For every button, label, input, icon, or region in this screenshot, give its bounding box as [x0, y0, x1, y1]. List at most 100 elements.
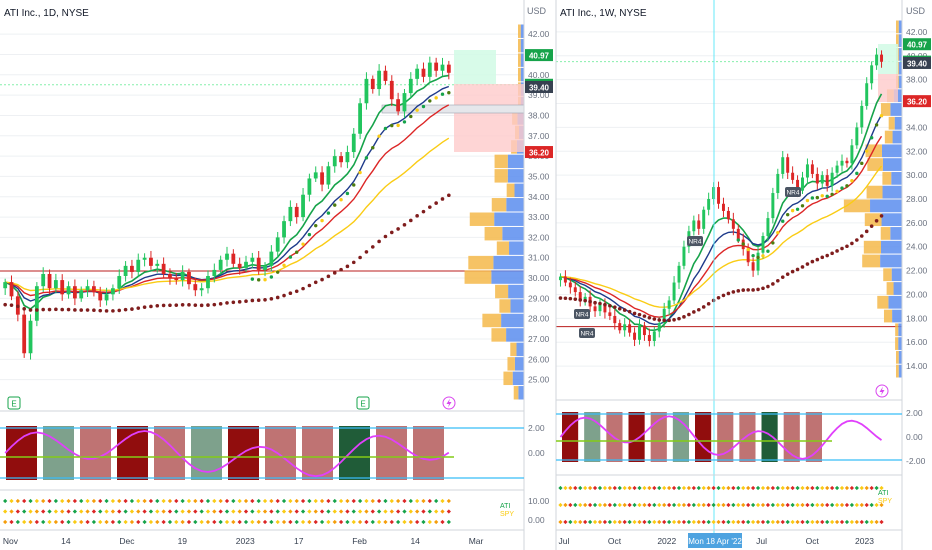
- breadth-marker: [612, 519, 617, 525]
- trailing-stop-dot: [79, 308, 84, 312]
- candle-body: [339, 156, 343, 163]
- breadth-marker: [721, 485, 726, 491]
- breadth-marker: [218, 498, 223, 504]
- trailing-stop-dot: [761, 286, 765, 291]
- moving-average-line: [4, 85, 450, 302]
- breadth-marker: [849, 519, 855, 525]
- breadth-marker: [597, 519, 603, 525]
- breadth-marker: [357, 519, 363, 525]
- trailing-stop-dot: [351, 260, 356, 265]
- breadth-marker: [667, 485, 672, 491]
- candle-body: [692, 220, 696, 232]
- breadth-marker: [262, 519, 268, 525]
- trailing-stop-dot: [627, 309, 632, 314]
- volume-profile-bar: [516, 342, 524, 357]
- trailing-stop-dot: [231, 300, 236, 305]
- oscillator-tick-label: 0.00: [528, 448, 545, 458]
- candle-body: [628, 324, 632, 333]
- candle-body: [662, 308, 666, 324]
- trailing-stop-dot: [751, 288, 755, 292]
- volume-profile-bar: [890, 103, 902, 116]
- oscillator-block: [584, 412, 601, 462]
- breadth-marker: [583, 485, 588, 491]
- oscillator-block: [562, 412, 579, 462]
- trailing-stop-dot: [776, 230, 780, 235]
- trailing-stop-dot: [282, 263, 286, 267]
- breadth-marker: [701, 485, 706, 491]
- trailing-stop-dot: [288, 291, 293, 295]
- trailing-stop-dot: [314, 223, 318, 228]
- breadth-marker: [800, 485, 805, 491]
- breadth-marker: [775, 502, 780, 508]
- volume-profile-bar: [891, 268, 902, 282]
- lightning-icon[interactable]: [875, 384, 889, 398]
- left-earnings-icon[interactable]: E: [356, 396, 370, 410]
- time-tick-label: 2023: [855, 536, 874, 546]
- price-tick-label: 37.00: [528, 131, 550, 141]
- breadth-marker: [351, 498, 356, 504]
- breadth-marker: [583, 519, 588, 525]
- trailing-stop-dot: [810, 259, 815, 264]
- time-tick-label: 2023: [236, 536, 255, 546]
- time-tick-label: Mar: [469, 536, 484, 546]
- breadth-marker: [199, 498, 204, 504]
- candle-body: [563, 276, 567, 283]
- trailing-stop-dot: [180, 302, 185, 307]
- candle-body: [746, 249, 750, 263]
- breadth-marker: [696, 502, 701, 508]
- trailing-stop-dot: [352, 183, 356, 187]
- volume-profile-bar: [862, 254, 881, 268]
- volume-profile-bar: [867, 158, 883, 171]
- lightning-icon[interactable]: [442, 396, 456, 410]
- breadth-marker: [622, 502, 627, 508]
- breadth-marker: [637, 485, 642, 491]
- breadth-marker: [854, 519, 859, 525]
- breadth-marker: [879, 519, 884, 525]
- trailing-stop-dot: [632, 311, 637, 316]
- breadth-marker: [701, 519, 706, 525]
- breadth-marker: [592, 519, 598, 525]
- left-earnings-icon[interactable]: E: [7, 396, 21, 410]
- breadth-marker: [434, 509, 439, 514]
- breadth-marker: [332, 509, 337, 514]
- volume-profile-bar: [898, 323, 902, 337]
- oscillator-line: [559, 415, 883, 460]
- breadth-marker: [446, 509, 451, 514]
- right-zones: [878, 44, 898, 102]
- price-tick-label: 31.00: [528, 253, 550, 263]
- svg-text:E: E: [11, 400, 16, 409]
- price-tag-label: 39.40: [907, 59, 928, 68]
- trailing-stop-dot: [825, 194, 829, 198]
- breadth-marker: [224, 509, 230, 514]
- trailing-stop-dot: [810, 196, 815, 200]
- candle-body: [9, 282, 14, 297]
- breadth-marker: [602, 519, 608, 525]
- breadth-marker: [370, 509, 375, 514]
- breadth-marker: [434, 519, 439, 525]
- price-tick-label: 24.00: [906, 242, 928, 252]
- trailing-stop-dot: [741, 242, 745, 246]
- trailing-stop-dot: [563, 296, 568, 301]
- trailing-stop-dot: [282, 293, 286, 298]
- candle-body: [736, 228, 740, 240]
- breadth-marker: [357, 509, 363, 514]
- breadth-marker: [874, 502, 879, 508]
- breadth-marker: [810, 519, 815, 525]
- breadth-marker: [815, 519, 820, 525]
- trailing-stop-dot: [390, 123, 394, 128]
- volume-profile-bar: [898, 34, 902, 48]
- candle-body: [573, 287, 577, 293]
- price-tick-label: 38.00: [906, 75, 928, 85]
- breadth-marker: [237, 509, 242, 514]
- nr4-callout: NR4: [579, 328, 595, 338]
- trailing-stop-dot: [820, 194, 824, 198]
- breadth-marker: [820, 519, 825, 525]
- candle-body: [275, 237, 280, 252]
- trailing-stop-dot: [879, 114, 884, 118]
- trailing-stop-dot: [3, 302, 7, 307]
- breadth-marker: [421, 519, 426, 525]
- volume-profile-bar: [518, 24, 521, 38]
- left-time-axis: Nov 14 Dec 19 2023 17 Feb 14 Mar: [3, 536, 484, 546]
- breadth-marker: [647, 519, 652, 525]
